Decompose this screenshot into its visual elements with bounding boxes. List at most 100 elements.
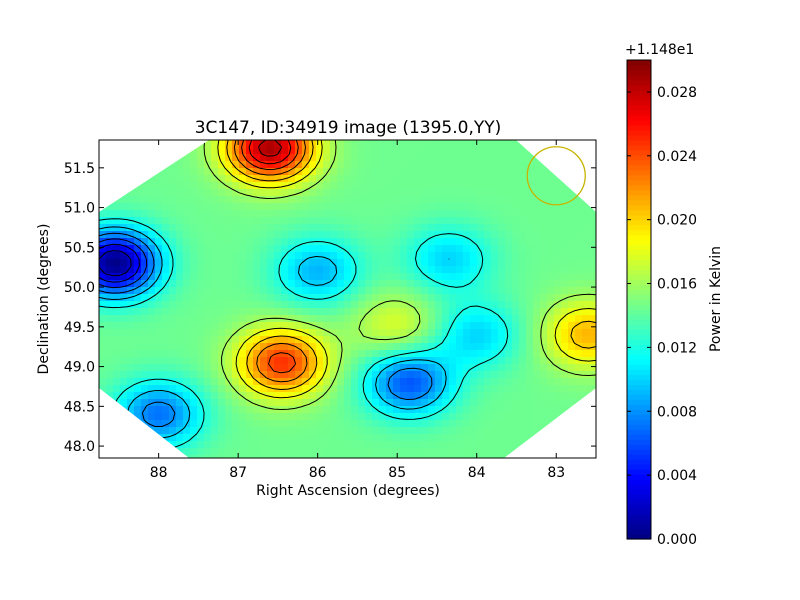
heatmap-cell [211,203,219,211]
heatmap-cell [442,245,450,253]
heatmap-cell [498,196,506,204]
heatmap-cell [148,399,156,407]
heatmap-cell [197,266,205,274]
heatmap-cell [148,182,156,190]
heatmap-cell [407,294,415,302]
colorbar-step [627,234,651,241]
heatmap-cell [540,217,548,225]
heatmap-cell [407,266,415,274]
heatmap-cell [463,455,471,458]
heatmap-cell [526,273,534,281]
heatmap-cell [533,301,541,309]
heatmap-cell [302,441,310,449]
heatmap-cell [246,315,254,323]
colorbar-step [627,379,651,385]
heatmap-cell [246,364,254,372]
heatmap-cell [113,245,121,253]
heatmap-cell [344,287,352,295]
heatmap-cell [582,252,590,260]
heatmap-cell [211,280,219,288]
heatmap-cell [211,273,219,281]
heatmap-cell [148,350,156,358]
heatmap-cell [204,420,212,428]
colorbar-step [627,274,651,281]
heatmap-cell [183,273,191,281]
heatmap-cell [316,231,324,239]
heatmap-cell [449,140,457,148]
heatmap-cell [337,315,345,323]
heatmap-cell [477,154,485,162]
heatmap-cell [204,455,212,458]
heatmap-cell [337,182,345,190]
heatmap-cell [106,231,114,239]
heatmap-cell [309,287,317,295]
heatmap-cell [547,266,555,274]
heatmap-cell [421,434,429,442]
heatmap-cell [456,378,464,386]
heatmap-cell [400,455,408,458]
colorbar-tick-label: 0.024 [657,149,697,165]
heatmap-cell [442,406,450,414]
beam-circle [526,146,586,206]
heatmap-cell [477,357,485,365]
heatmap-cell [470,189,478,197]
heatmap-cell [197,252,205,260]
heatmap-cell [323,427,331,435]
heatmap-cell [393,357,401,365]
heatmap-cell [372,385,380,393]
heatmap-cell [568,294,576,302]
x-tick-label: 86 [309,465,327,481]
heatmap-cell [302,315,310,323]
heatmap-cell [449,147,457,155]
heatmap-cell [484,371,492,379]
heatmap-cell [281,434,289,442]
heatmap-cell [547,343,555,351]
heatmap-cell [470,175,478,183]
heatmap-cell [351,189,359,197]
heatmap-cell [344,322,352,330]
heatmap-cell [526,413,534,421]
heatmap-cell [281,231,289,239]
heatmap-cell [288,231,296,239]
heatmap-cell [337,434,345,442]
heatmap-cell [232,343,240,351]
heatmap-cell [442,392,450,400]
heatmap-cell [449,441,457,449]
heatmap-cell [267,434,275,442]
heatmap-cell [400,154,408,162]
heatmap-cell [498,147,506,155]
heatmap-cell [372,371,380,379]
heatmap-cell [183,224,191,232]
heatmap-cell [183,371,191,379]
heatmap-cell [183,210,191,218]
heatmap-cell [379,196,387,204]
heatmap-cell [365,406,373,414]
heatmap-cell [498,427,506,435]
heatmap-cell [323,161,331,169]
heatmap-cell [323,385,331,393]
heatmap-cell [323,420,331,428]
heatmap-cell [155,182,163,190]
colorbar-step [627,259,651,266]
heatmap-cell [204,217,212,225]
heatmap-cell [141,322,149,330]
heatmap-cell [141,280,149,288]
heatmap-cell [274,336,282,344]
heatmap-cell [155,308,163,316]
heatmap-cell [456,315,464,323]
heatmap-cell [561,371,569,379]
heatmap-cell [589,224,596,232]
heatmap-cell [554,315,562,323]
heatmap-cell [379,420,387,428]
heatmap-cell [134,392,142,400]
heatmap-cell [456,252,464,260]
heatmap-cell [267,287,275,295]
heatmap-cell [442,385,450,393]
heatmap-cell [288,259,296,267]
heatmap-cell [526,322,534,330]
heatmap-cell [148,413,156,421]
heatmap-cell [148,343,156,351]
heatmap-cell [155,266,163,274]
heatmap-cell [386,259,394,267]
